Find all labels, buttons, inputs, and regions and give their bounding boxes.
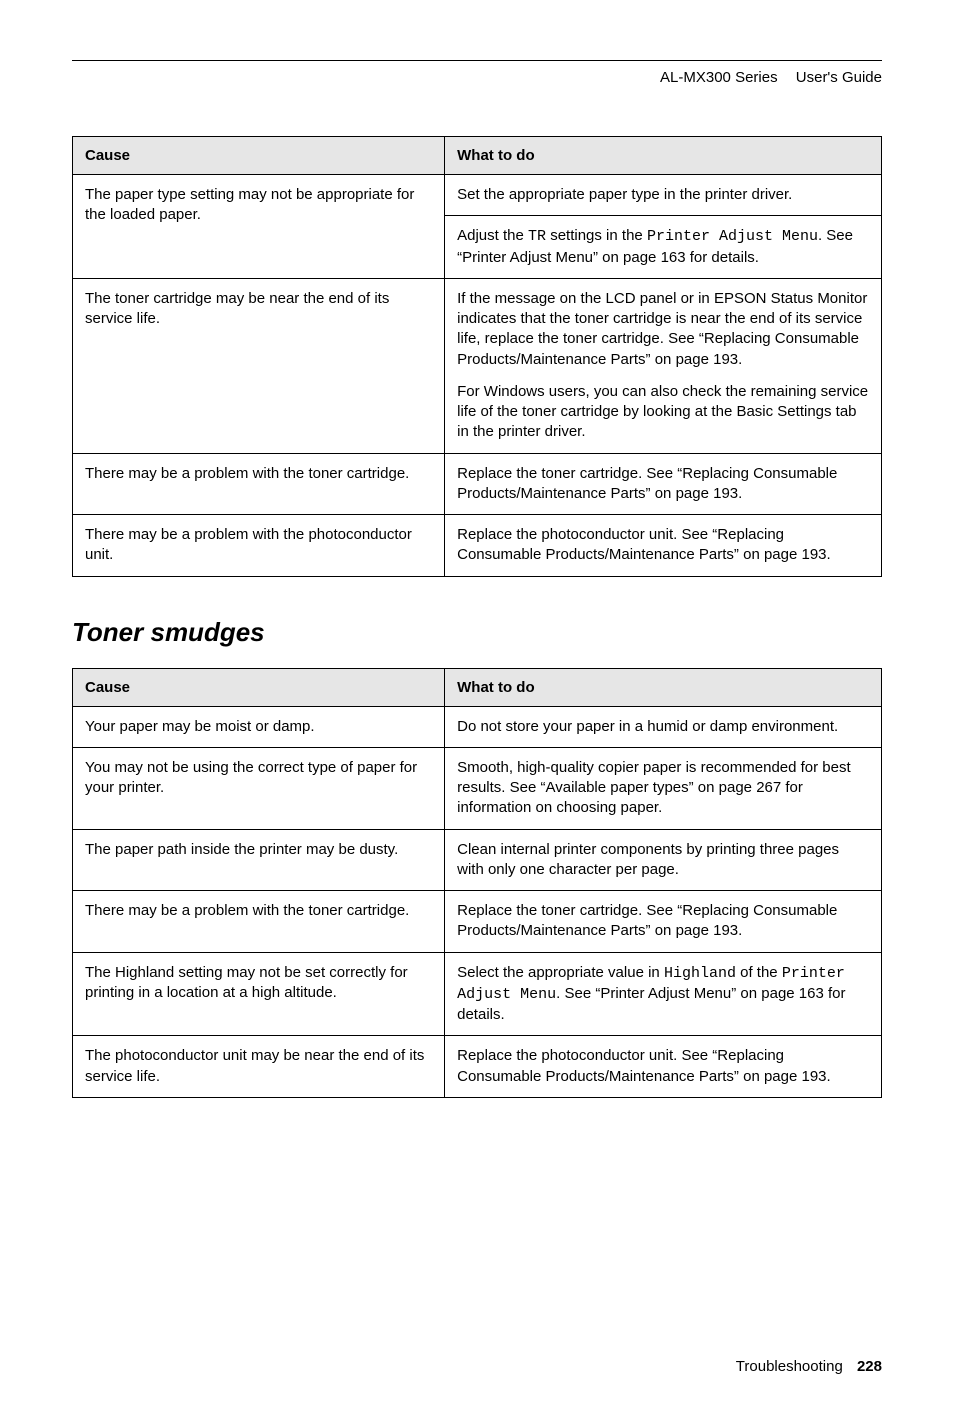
table-row: You may not be using the correct type of… [73, 747, 882, 829]
col-header-cause: Cause [73, 137, 445, 175]
table-header-row: Cause What to do [73, 137, 882, 175]
what-cell: Replace the photoconductor unit. See “Re… [445, 1036, 882, 1098]
cause-cell: The paper path inside the printer may be… [73, 829, 445, 891]
what-cell: If the message on the LCD panel or in EP… [445, 278, 882, 453]
text: Adjust the [457, 227, 528, 244]
text: For Windows users, you can also check th… [457, 382, 869, 443]
running-header: AL-MX300 Series User's Guide [72, 69, 882, 86]
table-header-row: Cause What to do [73, 668, 882, 706]
header-rule [72, 60, 882, 61]
page-footer: Troubleshooting 228 [72, 1358, 882, 1375]
table-row: The Highland setting may not be set corr… [73, 952, 882, 1036]
what-cell: Smooth, high-quality copier paper is rec… [445, 747, 882, 829]
text: If the message on the LCD panel or in EP… [457, 289, 869, 370]
what-cell: Replace the toner cartridge. See “Replac… [445, 453, 882, 515]
col-header-cause: Cause [73, 668, 445, 706]
cause-cell: The Highland setting may not be set corr… [73, 952, 445, 1036]
mono-text: Highland [664, 965, 736, 982]
cause-cell: There may be a problem with the toner ca… [73, 453, 445, 515]
what-cell: Adjust the TR settings in the Printer Ad… [445, 216, 882, 279]
what-cell: Do not store your paper in a humid or da… [445, 706, 882, 747]
cause-cell: The toner cartridge may be near the end … [73, 278, 445, 453]
troubleshoot-table-2: Cause What to do Your paper may be moist… [72, 668, 882, 1098]
table-row: The toner cartridge may be near the end … [73, 278, 882, 453]
what-cell: Clean internal printer components by pri… [445, 829, 882, 891]
model-name: AL-MX300 Series [660, 69, 778, 86]
text: of the [736, 964, 782, 981]
cause-cell: The paper type setting may not be approp… [73, 175, 445, 279]
cause-cell: Your paper may be moist or damp. [73, 706, 445, 747]
what-cell: Select the appropriate value in Highland… [445, 952, 882, 1036]
table-row: The paper type setting may not be approp… [73, 175, 882, 216]
what-cell: Replace the photoconductor unit. See “Re… [445, 515, 882, 577]
page: AL-MX300 Series User's Guide Cause What … [0, 0, 954, 1425]
mono-text: Printer Adjust Menu [647, 228, 818, 245]
what-cell: Replace the toner cartridge. See “Replac… [445, 891, 882, 953]
cause-cell: You may not be using the correct type of… [73, 747, 445, 829]
footer-section: Troubleshooting [736, 1358, 843, 1375]
table-row: The paper path inside the printer may be… [73, 829, 882, 891]
col-header-what: What to do [445, 137, 882, 175]
cause-cell: There may be a problem with the toner ca… [73, 891, 445, 953]
page-number: 228 [857, 1358, 882, 1375]
table-row: There may be a problem with the toner ca… [73, 453, 882, 515]
table-row: Your paper may be moist or damp. Do not … [73, 706, 882, 747]
cause-cell: There may be a problem with the photocon… [73, 515, 445, 577]
doc-title: User's Guide [796, 69, 882, 86]
section-heading-toner-smudges: Toner smudges [72, 617, 882, 648]
col-header-what: What to do [445, 668, 882, 706]
table-row: The photoconductor unit may be near the … [73, 1036, 882, 1098]
cause-cell: The photoconductor unit may be near the … [73, 1036, 445, 1098]
table-row: There may be a problem with the photocon… [73, 515, 882, 577]
what-cell: Set the appropriate paper type in the pr… [445, 175, 882, 216]
table-row: There may be a problem with the toner ca… [73, 891, 882, 953]
text: Select the appropriate value in [457, 964, 664, 981]
troubleshoot-table-1: Cause What to do The paper type setting … [72, 136, 882, 577]
mono-text: TR [528, 228, 546, 245]
text: settings in the [546, 227, 647, 244]
